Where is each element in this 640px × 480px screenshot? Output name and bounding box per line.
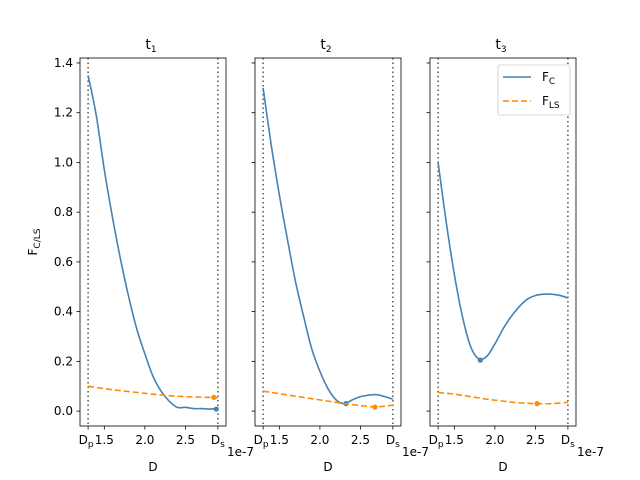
legend-fc-label: FC [542, 70, 555, 87]
fls-line [262, 390, 393, 408]
x-tick-label: 2.0 [135, 433, 154, 447]
axes-frame [254, 57, 402, 427]
panel-title: t2 [320, 37, 331, 55]
y-tick-label: 0.8 [54, 205, 73, 219]
fls-min-point [534, 401, 540, 407]
x-tick-label: 1.5 [445, 433, 464, 447]
x-offset-label: 1e-7 [577, 445, 604, 459]
x-tick-label: 2.0 [310, 433, 329, 447]
panel-3: Dp 1.5 2.0 2.5 Ds 1e-7 Dt3 FC FLS [426, 37, 604, 474]
panel-2: Dp 1.5 2.0 2.5 Ds 1e-7 Dt2 [251, 37, 429, 474]
legend: FC FLS [497, 64, 571, 116]
axes-frame [429, 57, 577, 427]
axes-frame [79, 57, 227, 427]
panel-title: t3 [495, 37, 506, 55]
x-tick-label: 2.5 [176, 433, 195, 447]
x-tick-label: 2.5 [526, 433, 545, 447]
x-tick-label: 2.0 [485, 433, 504, 447]
x-tick-label: 1.5 [95, 433, 114, 447]
y-tick-label: 1.4 [54, 56, 73, 70]
x-axis-label: D [323, 460, 332, 474]
fls-min-point [372, 404, 378, 410]
x-tick-label-ds: Ds [211, 433, 225, 450]
y-tick-label: 0.2 [54, 354, 73, 368]
fc-min-point [477, 357, 483, 363]
fc-line [87, 75, 218, 410]
x-tick-label: 1.5 [270, 433, 289, 447]
panel-title: t1 [145, 37, 156, 55]
x-tick-label-dp: Dp [79, 433, 94, 450]
x-axis-label: D [498, 460, 507, 474]
legend-fls-label: FLS [542, 94, 560, 111]
y-axis-label: FC/LS [26, 228, 43, 255]
fls-line [438, 391, 568, 405]
fls-min-point [211, 394, 217, 401]
x-offset-label: 1e-7 [227, 445, 254, 459]
y-tick-label: 1.0 [54, 155, 73, 169]
y-tick-label: 0.6 [54, 255, 73, 269]
y-tick-label: 0.4 [54, 305, 73, 319]
fc-line [437, 162, 569, 361]
x-tick-label-dp: Dp [254, 433, 269, 450]
fls-line [87, 385, 218, 399]
x-tick-label-dp: Dp [429, 433, 444, 450]
fc-min-point [213, 406, 219, 412]
x-axis-label: D [148, 460, 157, 474]
y-tick-label: 1.2 [54, 106, 73, 120]
x-offset-label: 1e-7 [402, 445, 429, 459]
x-tick-label-ds: Ds [561, 433, 575, 450]
x-tick-label: 2.5 [351, 433, 370, 447]
fc-line [262, 87, 394, 405]
x-tick-label-ds: Ds [386, 433, 400, 450]
panel-1: 0.0 0.2 0.4 0.6 0.8 1.0 1.2 1.4 Dp 1.5 2.0 2.5 Ds 1e-… [54, 37, 254, 474]
y-tick-label: 0.0 [54, 404, 73, 418]
